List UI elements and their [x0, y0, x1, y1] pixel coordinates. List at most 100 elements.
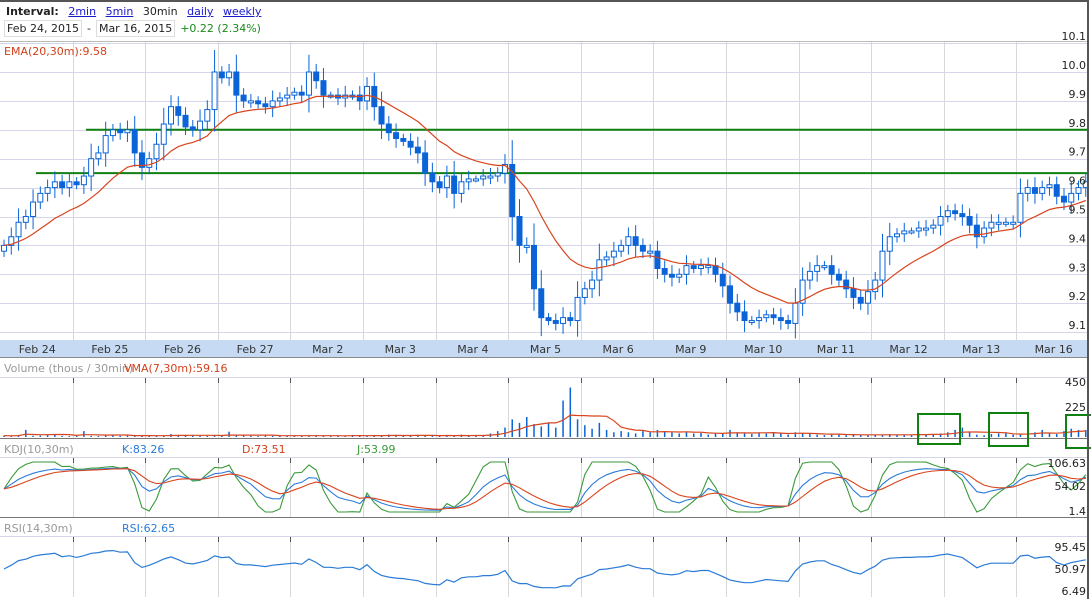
candle: [44, 179, 51, 202]
candle: [654, 240, 661, 279]
candle-body: [429, 172, 436, 183]
interval-daily-link[interactable]: daily: [187, 5, 214, 18]
candle-body: [981, 227, 988, 238]
candle: [262, 96, 269, 114]
candle: [436, 176, 443, 194]
kdj-d-value: D:73.51: [242, 443, 286, 456]
interval-5min-link[interactable]: 5min: [105, 5, 134, 18]
highlight-box: [988, 412, 1029, 447]
candle-body: [545, 317, 552, 322]
kdj-axis-label: 54.02: [1055, 480, 1087, 493]
volume-bar: [932, 434, 935, 437]
candle-body: [857, 296, 864, 304]
volume-bar: [656, 429, 659, 437]
candle: [313, 63, 320, 89]
candle: [291, 87, 298, 100]
end-date-field[interactable]: Mar 16, 2015: [95, 20, 176, 37]
candle-body: [995, 221, 1002, 225]
candle: [806, 262, 813, 290]
volume-bar: [424, 435, 426, 437]
date-label: Mar 10: [744, 343, 782, 356]
volume-bar: [155, 435, 158, 437]
vma-label: VMA(7,30m):59.16: [124, 362, 228, 375]
candle-body: [574, 296, 581, 322]
candle: [596, 243, 603, 297]
volume-bar: [25, 429, 27, 437]
candle: [451, 161, 458, 209]
volume-bar: [1034, 432, 1036, 437]
volume-bar: [809, 434, 811, 437]
candle: [828, 255, 835, 285]
date-label: Feb 27: [237, 343, 274, 356]
price-change: +0.22 (2.34%): [180, 22, 261, 35]
candle: [1046, 176, 1053, 196]
candle: [523, 237, 530, 254]
candle: [124, 120, 131, 142]
volume-bar: [794, 432, 797, 437]
candle-body: [487, 175, 494, 179]
price-axis-label: 10.0: [1062, 59, 1087, 72]
ema-line: [3, 94, 1087, 304]
volume-bar: [97, 436, 100, 437]
price-axis-label: 9.5: [1069, 204, 1087, 217]
volume-bar: [39, 435, 42, 437]
volume-bar: [409, 435, 412, 437]
candle: [981, 221, 988, 244]
candle-body: [313, 71, 320, 82]
candle: [320, 67, 327, 108]
candle-body: [291, 91, 298, 96]
candle-body: [276, 97, 283, 102]
candle-body: [516, 216, 523, 246]
volume-bar: [235, 435, 238, 437]
candle-body: [189, 126, 196, 131]
volume-bar: [576, 419, 579, 437]
candle: [1075, 180, 1082, 201]
candle-body: [538, 288, 545, 319]
candle: [1024, 179, 1031, 202]
candle: [973, 213, 980, 249]
candle: [102, 121, 109, 167]
volume-bar: [286, 435, 288, 437]
interval-selector: Interval: 2min 5min 30min daily weekly: [6, 5, 267, 18]
interval-weekly-link[interactable]: weekly: [222, 5, 262, 18]
candle: [487, 167, 494, 185]
volume-bar: [322, 435, 325, 437]
volume-bar: [939, 433, 942, 437]
candle: [458, 172, 465, 203]
interval-label: Interval:: [6, 5, 59, 18]
candle-body: [356, 94, 363, 102]
candle: [538, 270, 545, 337]
volume-bar: [221, 435, 223, 437]
interval-2min-link[interactable]: 2min: [68, 5, 97, 18]
candle: [1068, 181, 1075, 214]
candle-body: [226, 71, 233, 79]
volume-bar: [859, 434, 862, 437]
volume-bar: [213, 435, 216, 437]
candle: [51, 171, 58, 199]
candle: [30, 189, 37, 230]
candle: [480, 169, 487, 186]
volume-bar: [10, 436, 13, 437]
volume-bar: [192, 435, 194, 437]
volume-bar: [671, 432, 673, 437]
candle-body: [153, 143, 160, 160]
candle-body: [894, 233, 901, 238]
volume-bar: [722, 433, 724, 437]
volume-bar: [816, 434, 818, 437]
candle-body: [923, 227, 930, 231]
candle-body: [298, 91, 305, 96]
candle: [1039, 180, 1046, 201]
start-date-field[interactable]: Feb 24, 2015: [4, 20, 82, 37]
price-axis-label: 9.7: [1069, 146, 1087, 159]
candle-body: [472, 178, 479, 182]
candle-body: [901, 230, 908, 235]
volume-bar: [547, 422, 550, 437]
volume-bar: [947, 432, 949, 437]
candle-body: [618, 244, 625, 252]
volume-bar: [692, 433, 695, 437]
y-axis-labels: 10.1 10.0 9.9 9.8 9.7 9.6 9.5 9.4 9.3 9.2 9.1 450 22…: [1048, 30, 1087, 598]
candle-body: [385, 123, 392, 134]
highlight-box: [917, 413, 961, 445]
candle: [930, 219, 937, 234]
candle: [15, 208, 22, 251]
